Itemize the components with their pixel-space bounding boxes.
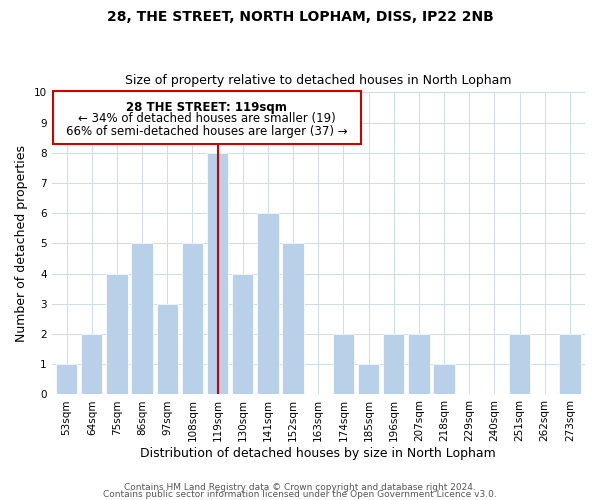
Text: 28, THE STREET, NORTH LOPHAM, DISS, IP22 2NB: 28, THE STREET, NORTH LOPHAM, DISS, IP22… xyxy=(107,10,493,24)
Bar xyxy=(56,364,77,394)
Text: Contains HM Land Registry data © Crown copyright and database right 2024.: Contains HM Land Registry data © Crown c… xyxy=(124,484,476,492)
Bar xyxy=(358,364,379,394)
Bar xyxy=(207,153,229,394)
Bar xyxy=(559,334,581,394)
X-axis label: Distribution of detached houses by size in North Lopham: Distribution of detached houses by size … xyxy=(140,447,496,460)
Bar xyxy=(383,334,404,394)
Bar xyxy=(106,274,128,394)
Bar xyxy=(408,334,430,394)
Y-axis label: Number of detached properties: Number of detached properties xyxy=(15,145,28,342)
Bar xyxy=(433,364,455,394)
Bar xyxy=(509,334,530,394)
FancyBboxPatch shape xyxy=(53,91,361,144)
Text: ← 34% of detached houses are smaller (19): ← 34% of detached houses are smaller (19… xyxy=(78,112,336,125)
Text: 66% of semi-detached houses are larger (37) →: 66% of semi-detached houses are larger (… xyxy=(66,125,348,138)
Bar xyxy=(257,213,278,394)
Bar xyxy=(283,244,304,394)
Bar xyxy=(157,304,178,394)
Text: Contains public sector information licensed under the Open Government Licence v3: Contains public sector information licen… xyxy=(103,490,497,499)
Bar xyxy=(182,244,203,394)
Text: 28 THE STREET: 119sqm: 28 THE STREET: 119sqm xyxy=(127,101,287,114)
Bar xyxy=(131,244,153,394)
Bar xyxy=(232,274,253,394)
Bar xyxy=(333,334,354,394)
Title: Size of property relative to detached houses in North Lopham: Size of property relative to detached ho… xyxy=(125,74,512,87)
Bar xyxy=(81,334,103,394)
